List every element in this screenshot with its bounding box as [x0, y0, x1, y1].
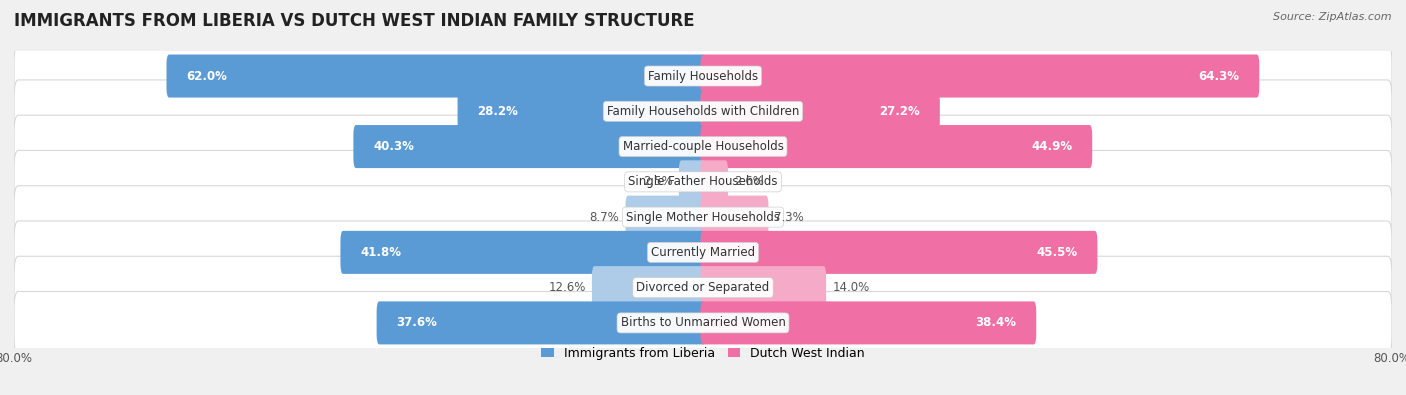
FancyBboxPatch shape [679, 160, 706, 203]
FancyBboxPatch shape [700, 90, 939, 133]
FancyBboxPatch shape [626, 196, 706, 239]
Text: 45.5%: 45.5% [1036, 246, 1077, 259]
Text: 2.6%: 2.6% [734, 175, 763, 188]
FancyBboxPatch shape [14, 256, 1392, 319]
FancyBboxPatch shape [700, 231, 1098, 274]
Text: 62.0%: 62.0% [186, 70, 228, 83]
FancyBboxPatch shape [14, 115, 1392, 178]
Text: 44.9%: 44.9% [1032, 140, 1073, 153]
FancyBboxPatch shape [14, 80, 1392, 143]
Text: 64.3%: 64.3% [1198, 70, 1240, 83]
Legend: Immigrants from Liberia, Dutch West Indian: Immigrants from Liberia, Dutch West Indi… [536, 342, 870, 365]
Text: Married-couple Households: Married-couple Households [623, 140, 783, 153]
FancyBboxPatch shape [457, 90, 706, 133]
FancyBboxPatch shape [14, 292, 1392, 354]
Text: 8.7%: 8.7% [589, 211, 620, 224]
FancyBboxPatch shape [700, 55, 1260, 98]
FancyBboxPatch shape [377, 301, 706, 344]
FancyBboxPatch shape [592, 266, 706, 309]
Text: 14.0%: 14.0% [832, 281, 869, 294]
Text: 12.6%: 12.6% [548, 281, 586, 294]
Text: 38.4%: 38.4% [976, 316, 1017, 329]
Text: Single Mother Households: Single Mother Households [626, 211, 780, 224]
Text: Births to Unmarried Women: Births to Unmarried Women [620, 316, 786, 329]
FancyBboxPatch shape [14, 45, 1392, 107]
Text: Currently Married: Currently Married [651, 246, 755, 259]
Text: 28.2%: 28.2% [478, 105, 519, 118]
Text: Divorced or Separated: Divorced or Separated [637, 281, 769, 294]
FancyBboxPatch shape [700, 160, 728, 203]
FancyBboxPatch shape [340, 231, 706, 274]
FancyBboxPatch shape [700, 301, 1036, 344]
FancyBboxPatch shape [353, 125, 706, 168]
Text: Single Father Households: Single Father Households [628, 175, 778, 188]
Text: 40.3%: 40.3% [373, 140, 413, 153]
Text: Family Households: Family Households [648, 70, 758, 83]
FancyBboxPatch shape [166, 55, 706, 98]
FancyBboxPatch shape [14, 150, 1392, 213]
FancyBboxPatch shape [14, 186, 1392, 248]
FancyBboxPatch shape [700, 266, 827, 309]
FancyBboxPatch shape [14, 221, 1392, 284]
Text: 41.8%: 41.8% [360, 246, 401, 259]
Text: 37.6%: 37.6% [396, 316, 437, 329]
Text: IMMIGRANTS FROM LIBERIA VS DUTCH WEST INDIAN FAMILY STRUCTURE: IMMIGRANTS FROM LIBERIA VS DUTCH WEST IN… [14, 12, 695, 30]
Text: 2.5%: 2.5% [643, 175, 673, 188]
FancyBboxPatch shape [700, 125, 1092, 168]
Text: Family Households with Children: Family Households with Children [607, 105, 799, 118]
Text: 27.2%: 27.2% [879, 105, 920, 118]
FancyBboxPatch shape [700, 196, 769, 239]
Text: Source: ZipAtlas.com: Source: ZipAtlas.com [1274, 12, 1392, 22]
Text: 7.3%: 7.3% [775, 211, 804, 224]
